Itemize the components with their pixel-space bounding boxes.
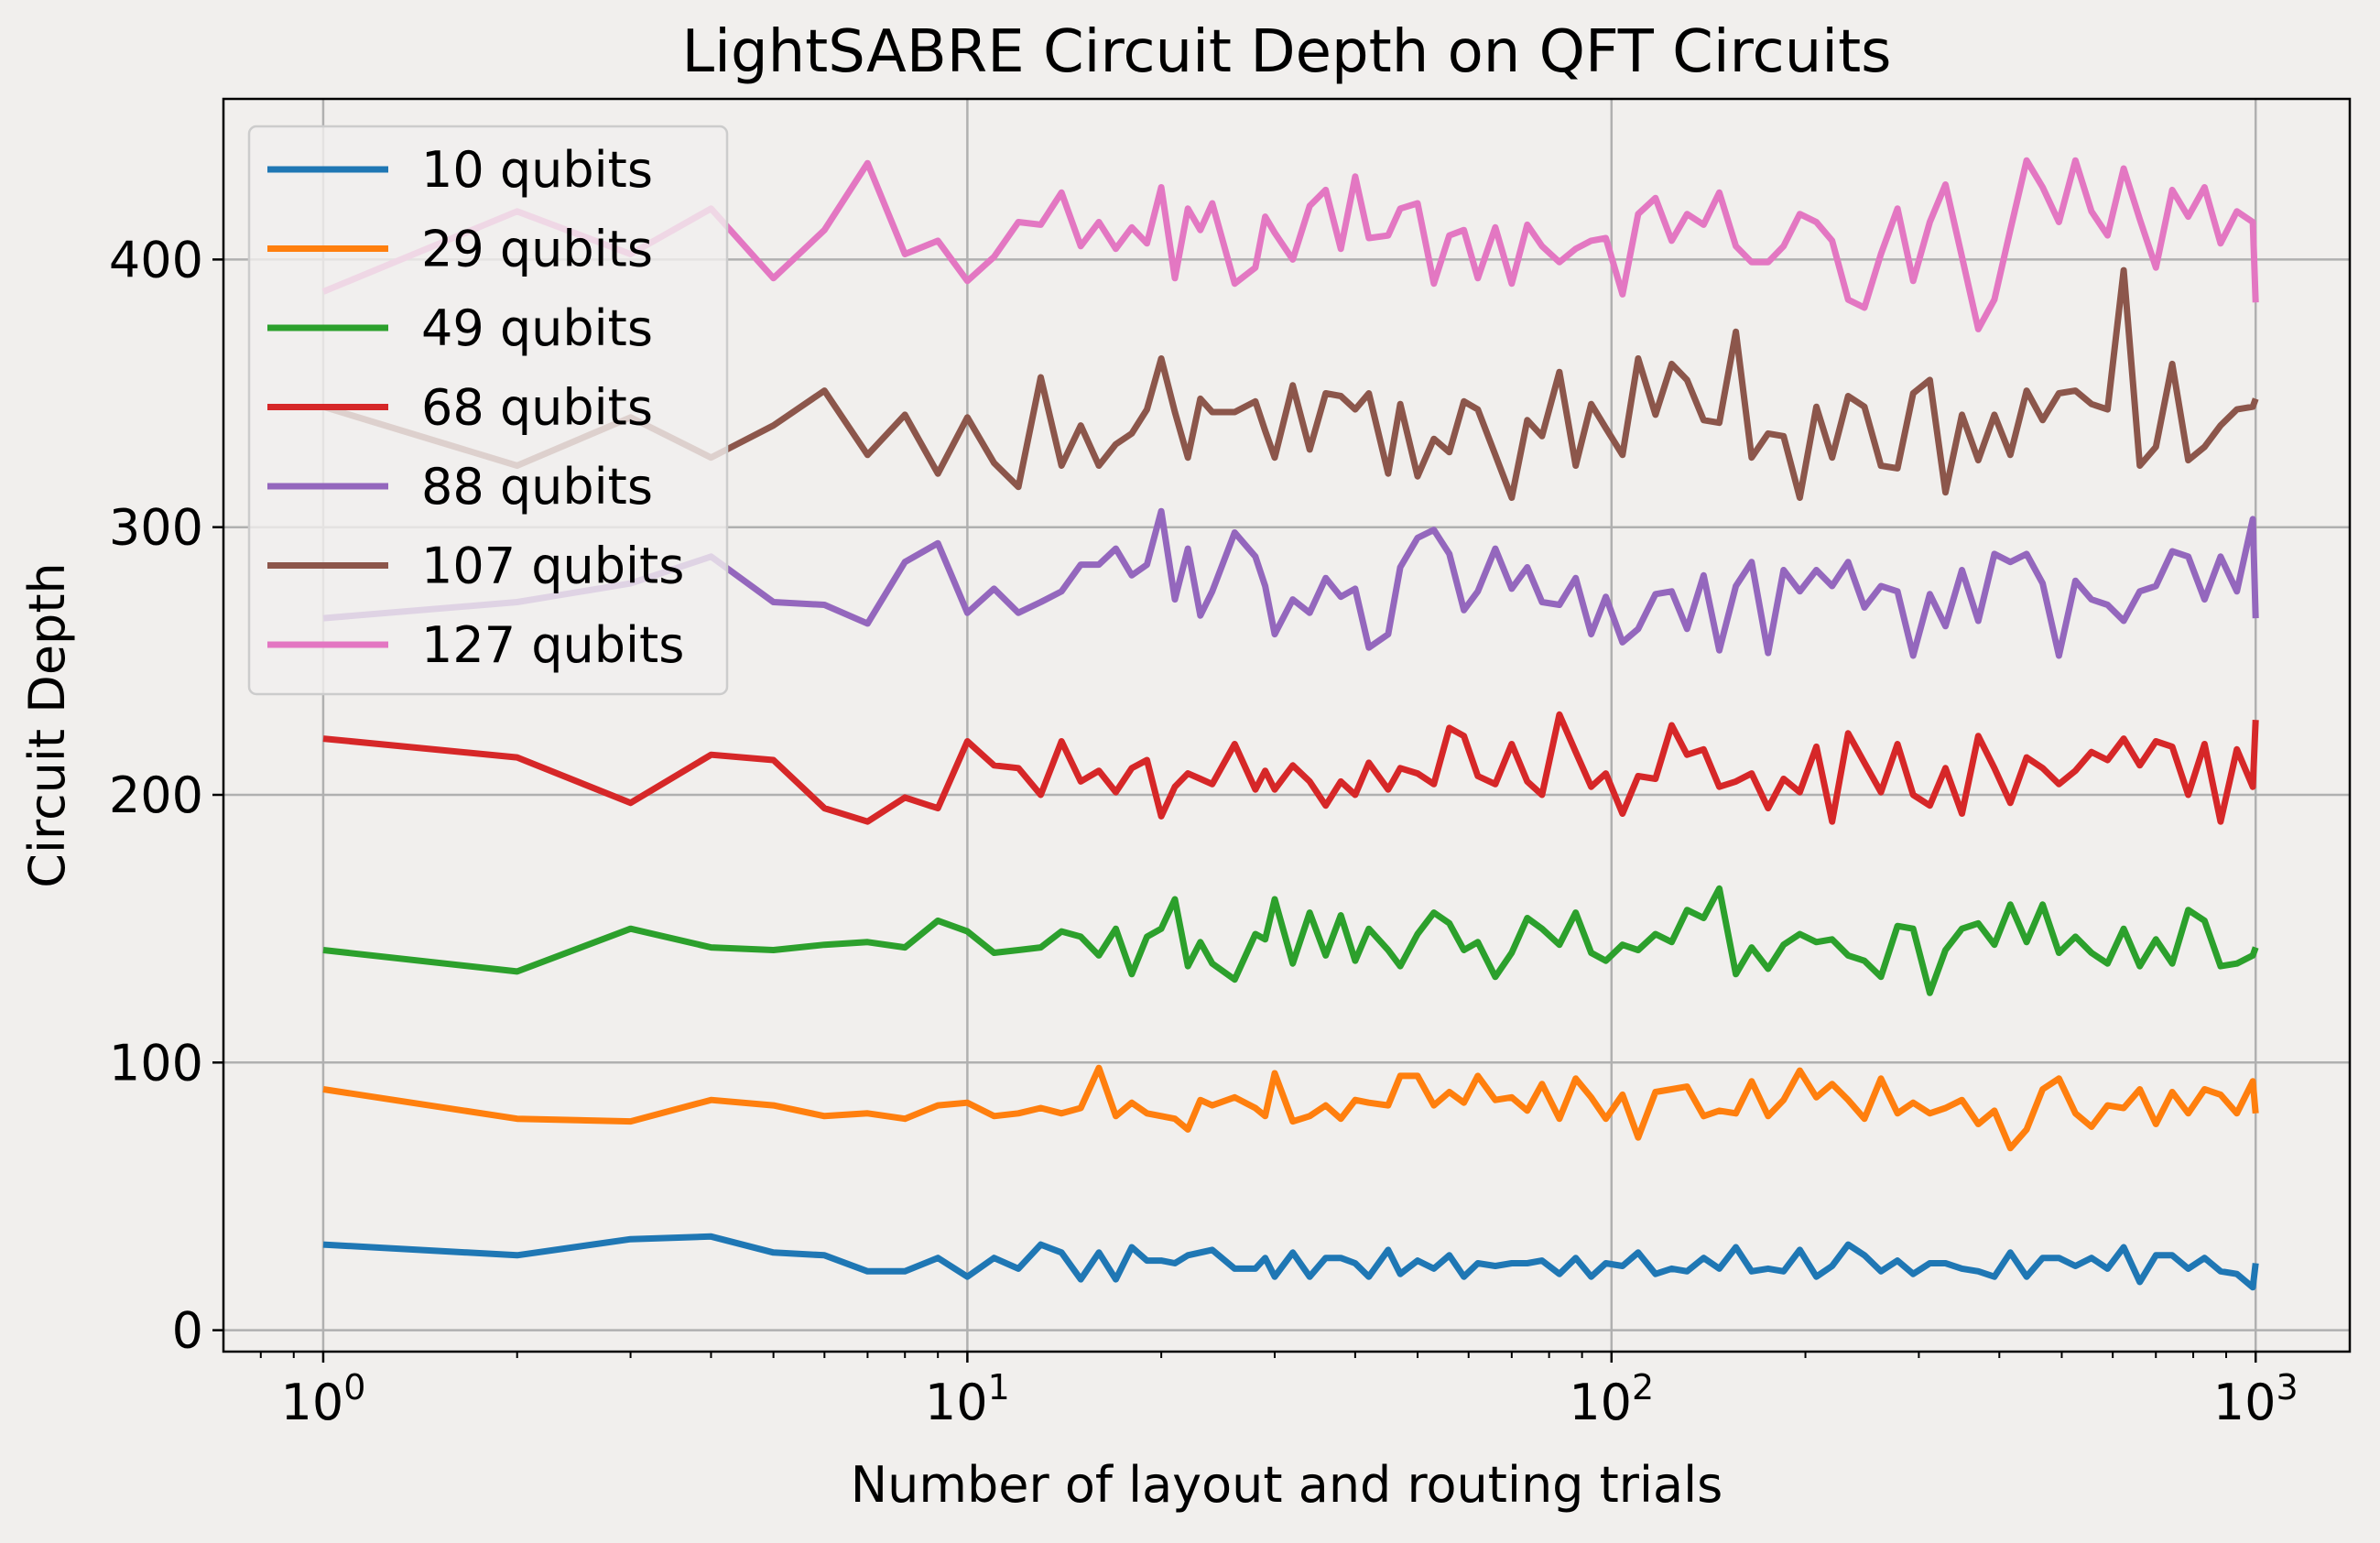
legend-label: 10 qubits (421, 141, 653, 199)
series-line-7 (321, 157, 2259, 332)
plot-frame (222, 97, 2352, 1353)
x-tick-exponent: 3 (2276, 1367, 2298, 1407)
legend-label: 49 qubits (421, 299, 653, 357)
chart-title: LightSABRE Circuit Depth on QFT Circuits (682, 18, 1892, 86)
y-tick-label: 200 (109, 766, 203, 824)
x-tick-exponent: 0 (343, 1367, 365, 1407)
y-tick-label: 300 (109, 499, 203, 557)
x-axis-label: Number of layout and routing trials (851, 1456, 1723, 1514)
series-line-3 (322, 885, 2259, 996)
legend-label: 29 qubits (421, 221, 653, 278)
series-line-2 (322, 1064, 2259, 1152)
series-line-4 (322, 711, 2259, 825)
y-tick-label: 0 (172, 1302, 203, 1360)
series-line-6 (321, 266, 2259, 501)
legend-label: 88 qubits (421, 458, 653, 516)
legend-label: 107 qubits (421, 538, 684, 595)
x-tick-label: 100 (281, 1367, 366, 1431)
x-tick-base: 10 (1569, 1374, 1632, 1431)
x-tick-base: 10 (281, 1374, 344, 1431)
y-tick-label: 100 (109, 1034, 203, 1092)
x-tick-exponent: 2 (1632, 1367, 1654, 1407)
x-tick-base: 10 (925, 1374, 988, 1431)
legend-label: 127 qubits (421, 616, 684, 674)
legend-label: 68 qubits (421, 379, 653, 437)
series-line-1 (322, 1233, 2259, 1291)
x-tick-base: 10 (2213, 1374, 2277, 1431)
y-tick-label: 400 (109, 231, 203, 288)
series-line-5 (322, 507, 2259, 659)
x-tick-exponent: 1 (988, 1367, 1010, 1407)
x-tick-label: 102 (1569, 1367, 1654, 1431)
legend: 10 qubits 29 qubits 49 qubits 68 qubits 88 q… (247, 125, 729, 696)
legend-box (247, 125, 729, 696)
x-tick-label: 103 (2213, 1367, 2298, 1431)
series-lines (321, 157, 2259, 1291)
x-tick-label: 101 (925, 1367, 1010, 1431)
y-axis-label: Circuit Depth (18, 562, 76, 887)
